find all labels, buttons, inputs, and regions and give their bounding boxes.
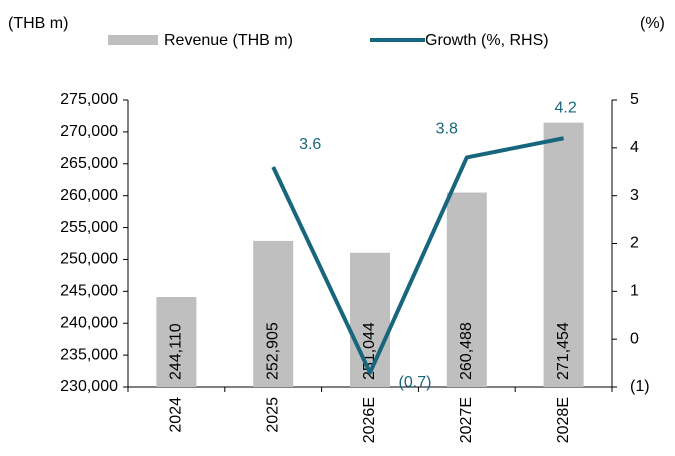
line-value-label: 4.2 bbox=[554, 99, 576, 116]
x-tick-label: 2027E bbox=[458, 397, 475, 443]
y-tick-label: 240,000 bbox=[60, 314, 118, 331]
y-tick-label: 230,000 bbox=[60, 378, 118, 395]
line-value-label: 3.8 bbox=[436, 121, 458, 138]
y2-tick-label: 5 bbox=[630, 91, 639, 108]
y-tick-label: 275,000 bbox=[60, 91, 118, 108]
y-tick-label: 255,000 bbox=[60, 219, 118, 236]
bar-value-label: 260,488 bbox=[458, 322, 475, 380]
x-tick-label: 2026E bbox=[361, 397, 378, 443]
x-tick-label: 2028E bbox=[555, 397, 572, 443]
bar bbox=[543, 122, 584, 387]
y2-tick-label: 2 bbox=[630, 235, 639, 252]
y-tick-label: 245,000 bbox=[60, 283, 118, 300]
x-tick-label: 2024 bbox=[168, 397, 185, 433]
y2-tick-label: (1) bbox=[630, 378, 650, 395]
x-tick-label: 2025 bbox=[264, 397, 281, 433]
growth-line bbox=[271, 136, 564, 375]
y2-tick-label: 1 bbox=[630, 283, 639, 300]
bar bbox=[156, 297, 197, 387]
legend-swatch bbox=[108, 35, 158, 45]
y-axis-label: (THB m) bbox=[8, 15, 68, 32]
y-tick-label: 265,000 bbox=[60, 155, 118, 172]
y-tick-label: 235,000 bbox=[60, 346, 118, 363]
bar-value-label: 252,905 bbox=[264, 322, 281, 380]
bar-value-label: 244,110 bbox=[168, 323, 185, 380]
bar-value-label: 271,454 bbox=[555, 322, 572, 380]
y2-tick-label: 0 bbox=[630, 330, 639, 347]
bar bbox=[446, 192, 487, 387]
y2-axis-label: (%) bbox=[640, 15, 665, 32]
bar bbox=[350, 252, 390, 387]
line-value-label: (0.7) bbox=[399, 374, 432, 391]
bar bbox=[253, 240, 294, 387]
y2-tick-label: 4 bbox=[630, 139, 639, 156]
legend-label: Revenue (THB m) bbox=[164, 32, 293, 49]
y2-tick-label: 3 bbox=[630, 187, 639, 204]
line-value-label: 3.6 bbox=[299, 136, 321, 153]
y-tick-label: 270,000 bbox=[60, 123, 118, 140]
y-tick-label: 260,000 bbox=[60, 187, 118, 204]
y-tick-label: 250,000 bbox=[60, 251, 118, 268]
legend-label: Growth (%, RHS) bbox=[425, 32, 549, 49]
